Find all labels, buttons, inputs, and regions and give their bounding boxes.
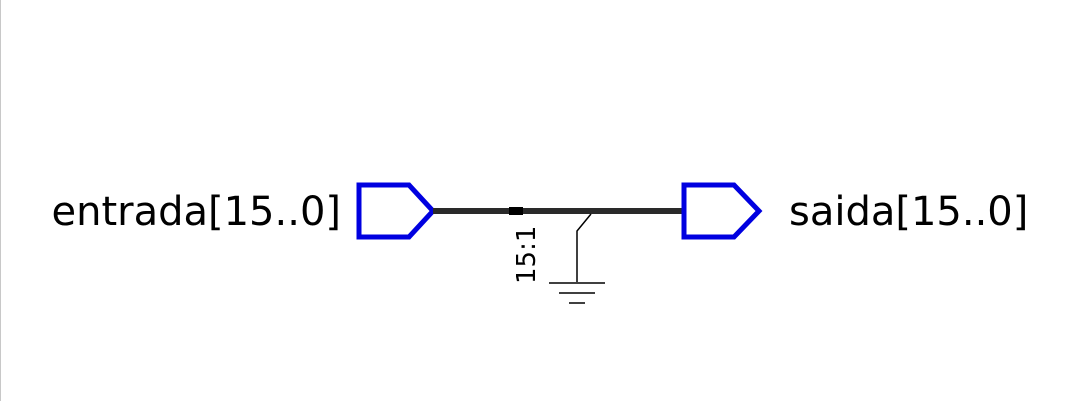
input-pin-icon[interactable] bbox=[356, 182, 437, 240]
ground-icon bbox=[549, 282, 605, 304]
input-port-label: entrada[15..0] bbox=[52, 189, 342, 235]
output-pin-icon[interactable] bbox=[681, 182, 763, 240]
bus-tap-label: 15:1 bbox=[512, 226, 542, 284]
tap-wire[interactable] bbox=[576, 213, 592, 282]
output-port-label: saida[15..0] bbox=[789, 189, 1028, 235]
bus-tap-marker bbox=[509, 207, 523, 215]
